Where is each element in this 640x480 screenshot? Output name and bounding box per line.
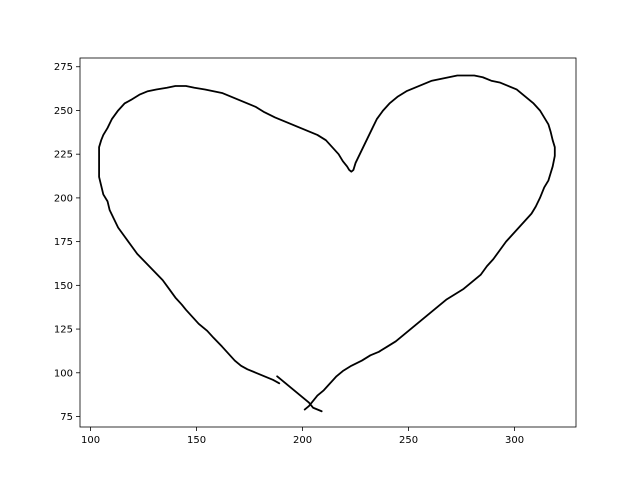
y-axis: 75 100 125 150 175 200 225 250 275 <box>54 62 80 423</box>
x-tick-label: 100 <box>81 435 100 446</box>
plot-frame <box>79 57 577 428</box>
x-tick-label: 200 <box>293 435 312 446</box>
y-tick-label: 100 <box>54 368 73 379</box>
y-tick-label: 250 <box>54 106 73 117</box>
x-tick-label: 250 <box>399 435 418 446</box>
x-tick-label: 300 <box>505 435 524 446</box>
y-tick-label: 125 <box>54 325 73 336</box>
y-tick-label: 75 <box>60 412 73 423</box>
x-tick-label: 150 <box>187 435 206 446</box>
y-tick-label: 225 <box>54 150 73 161</box>
y-tick-label: 150 <box>54 281 73 292</box>
plot-area <box>80 58 576 427</box>
series-layer <box>98 74 556 413</box>
y-tick-label: 275 <box>54 62 73 73</box>
y-tick-label: 200 <box>54 193 73 204</box>
x-axis: 100 150 200 250 300 <box>81 427 524 446</box>
series-line-2 <box>276 375 323 413</box>
y-tick-label: 175 <box>54 237 73 248</box>
series-line-1 <box>98 74 556 411</box>
